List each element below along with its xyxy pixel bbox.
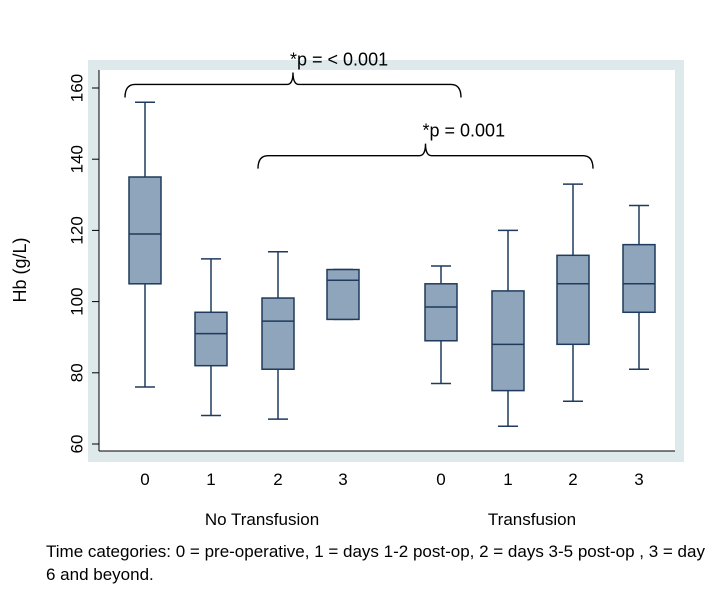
x-tick-label: 1 (206, 470, 215, 489)
box-0-1 (194, 258, 228, 417)
y-tick-label: 160 (67, 74, 86, 102)
x-tick-label: 2 (568, 470, 577, 489)
box-0-2 (261, 251, 295, 420)
box-1-2 (556, 183, 590, 403)
x-tick-label: 2 (273, 470, 282, 489)
group-label: Transfusion (488, 510, 576, 529)
y-tick-label: 100 (67, 287, 86, 315)
iqr-box (424, 283, 458, 342)
x-tick-label: 0 (436, 470, 445, 489)
iqr-box (128, 176, 162, 285)
y-tick-label: 140 (67, 145, 86, 173)
box-1-1 (491, 229, 525, 427)
significance-bracket (124, 72, 462, 98)
boxes-layer (128, 101, 656, 427)
box-0-0 (128, 101, 162, 388)
box-1-3 (622, 204, 656, 370)
y-tick-label: 80 (67, 363, 86, 382)
iqr-box (261, 297, 295, 370)
x-axis: 0 1 2 3 No Transfusion 0 1 2 3 Transfusion (99, 450, 675, 529)
iqr-box (556, 254, 590, 346)
y-tick-label: 60 (67, 435, 86, 454)
x-tick-label: 1 (503, 470, 512, 489)
y-tick-label: 120 (67, 216, 86, 244)
significance-bracket (257, 143, 594, 169)
y-axis: 60 80 100 120 140 160 (67, 70, 100, 454)
time-categories-caption: Time categories: 0 = pre-operative, 1 = … (46, 542, 705, 584)
group-label: No Transfusion (205, 510, 319, 529)
x-tick-label: 3 (338, 470, 347, 489)
box-0-3 (326, 268, 360, 321)
x-tick-label: 3 (634, 470, 643, 489)
iqr-box (326, 268, 360, 321)
box-1-0 (424, 265, 458, 385)
iqr-box (194, 311, 228, 367)
y-axis-label: Hb (g/L) (10, 237, 30, 302)
x-tick-label: 0 (140, 470, 149, 489)
iqr-box (622, 243, 656, 314)
p-value-annotation: *p = < 0.001 (290, 49, 388, 69)
significance-brackets: *p = < 0.001 *p = 0.001 (124, 49, 594, 169)
iqr-box (491, 290, 525, 392)
p-value-annotation: *p = 0.001 (423, 121, 506, 141)
